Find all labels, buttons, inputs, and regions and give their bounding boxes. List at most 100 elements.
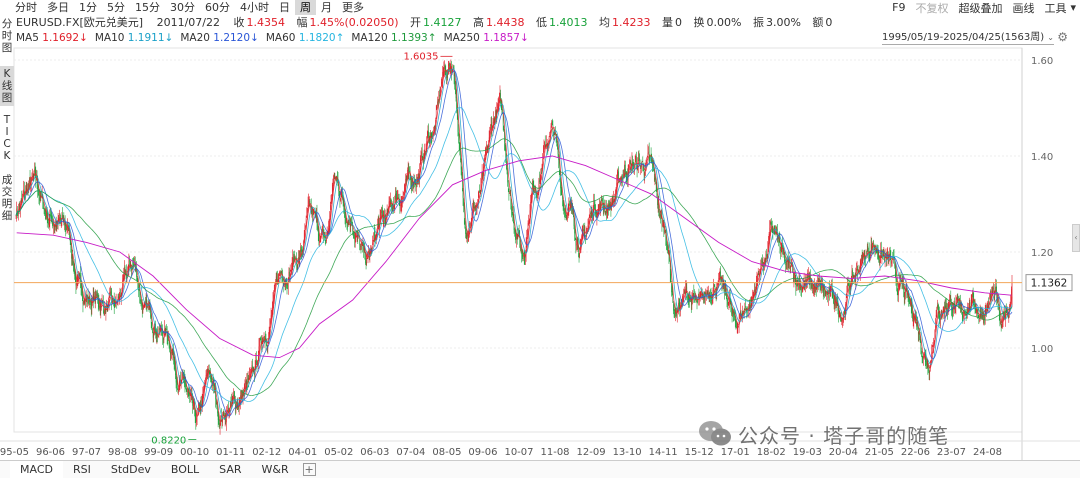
candle-body (251, 365, 253, 368)
candle-body (82, 292, 83, 299)
indicator-tab[interactable]: SAR (219, 463, 242, 476)
candle-body (152, 333, 154, 338)
x-tick-label: 20-04 (829, 447, 858, 458)
candle-body (378, 222, 380, 229)
candle-body (995, 287, 997, 288)
candle-body (295, 257, 296, 260)
f9-button[interactable]: F9 (892, 1, 906, 14)
candle-body (840, 320, 842, 321)
candle-body (279, 274, 280, 276)
candle-body (465, 226, 466, 235)
candle-body (986, 308, 987, 311)
candle-body (979, 315, 980, 317)
candle-body (124, 267, 125, 273)
indicator-tab[interactable]: StdDev (110, 463, 151, 476)
candle-body (68, 223, 69, 231)
candle-body (670, 273, 672, 283)
candle-body (232, 396, 234, 398)
period-tab[interactable]: 4小时 (240, 1, 269, 14)
period-tab[interactable]: 60分 (205, 1, 230, 14)
candle-body (887, 250, 888, 257)
period-tab[interactable]: 30分 (170, 1, 195, 14)
candle-body (346, 222, 347, 224)
candle-body (319, 236, 321, 242)
draw-line-button[interactable]: 画线 (1012, 1, 1035, 15)
period-tab[interactable]: 5分 (107, 1, 125, 14)
candle-body (798, 283, 799, 286)
candle-body (176, 383, 177, 385)
indicator-tab[interactable]: RSI (72, 463, 91, 476)
candle-body (1000, 321, 1002, 328)
candle-body (935, 315, 937, 327)
candle-body (543, 145, 545, 152)
candle-body (482, 172, 484, 176)
tools-button[interactable]: 工具 (1044, 1, 1067, 15)
period-tab[interactable]: 分时 (15, 1, 37, 14)
candle-body (210, 378, 212, 379)
candle-body (740, 311, 742, 316)
candle-body (517, 233, 519, 239)
candle-body (126, 273, 128, 275)
chevron-down-icon[interactable]: ▾ (1070, 1, 1076, 14)
period-bar: 分时 多日 1分 5分 15分 30分 60分 4小时日周月更多 (0, 0, 1080, 15)
candle-body (929, 367, 930, 374)
candle-body (27, 189, 28, 194)
candle-body (509, 193, 511, 195)
side-collapse-handle[interactable]: ‹ (1072, 224, 1080, 252)
period-tab[interactable]: 多日 (47, 1, 69, 14)
overlay-button[interactable]: 超级叠加 (958, 1, 1003, 15)
add-indicator-button[interactable]: + (302, 463, 316, 476)
candle-body (574, 225, 575, 234)
candle-body (184, 377, 185, 381)
indicator-tab[interactable]: W&R (261, 463, 289, 476)
candle-body (421, 152, 423, 158)
period-tab[interactable]: 日 (279, 1, 290, 14)
candle-body (48, 221, 50, 227)
candle-body (735, 315, 736, 320)
left-view-tab[interactable]: 成 交 明 细 (1, 174, 13, 222)
candle-body (270, 315, 272, 321)
candle-body (655, 176, 656, 181)
candle-body (317, 224, 318, 230)
candle-body (951, 302, 952, 308)
candle-body (119, 294, 120, 298)
candle-body (20, 199, 22, 205)
candle-body (470, 227, 471, 229)
period-tab[interactable]: 周 (295, 0, 316, 15)
candle-body (612, 201, 614, 203)
candle-body (967, 307, 968, 316)
candle-body (418, 173, 420, 179)
x-tick-label: 22-06 (901, 447, 930, 458)
period-tab[interactable]: 15分 (135, 1, 160, 14)
indicator-tab[interactable]: MACD (10, 461, 63, 478)
indicator-tab[interactable]: BOLL (170, 463, 200, 476)
no-adjust-button[interactable]: 不复权 (915, 1, 949, 15)
candle-body (786, 261, 787, 265)
candle-body (1011, 282, 1013, 305)
candle-body (483, 159, 485, 168)
candle-body (386, 208, 388, 215)
period-tab[interactable]: 1分 (79, 1, 97, 14)
candle-body (820, 285, 821, 288)
period-tab[interactable]: 月 (321, 1, 332, 14)
candle-body (918, 331, 920, 335)
candle-body (360, 245, 362, 247)
candle-body (85, 298, 86, 301)
candle-body (194, 409, 196, 419)
left-view-tab[interactable]: T I C K (3, 114, 11, 162)
candle-body (471, 219, 472, 229)
candle-body (455, 89, 457, 99)
left-view-tab[interactable]: 分 时 图 (1, 18, 13, 54)
candle-body (719, 272, 721, 274)
candle-body (698, 296, 700, 298)
period-tab[interactable]: 更多 (342, 1, 364, 14)
candle-body (978, 315, 980, 318)
date-range-selector[interactable]: 1995/05/19-2025/04/25(1563周) ⌄ (881, 31, 1054, 45)
candle-body (159, 328, 161, 330)
candle-body (169, 343, 170, 351)
left-view-tab[interactable]: K 线 图 (0, 66, 14, 106)
candle-body (203, 384, 205, 391)
settings-gear-icon[interactable]: ⚙ (1057, 30, 1068, 44)
candle-body (625, 169, 626, 174)
